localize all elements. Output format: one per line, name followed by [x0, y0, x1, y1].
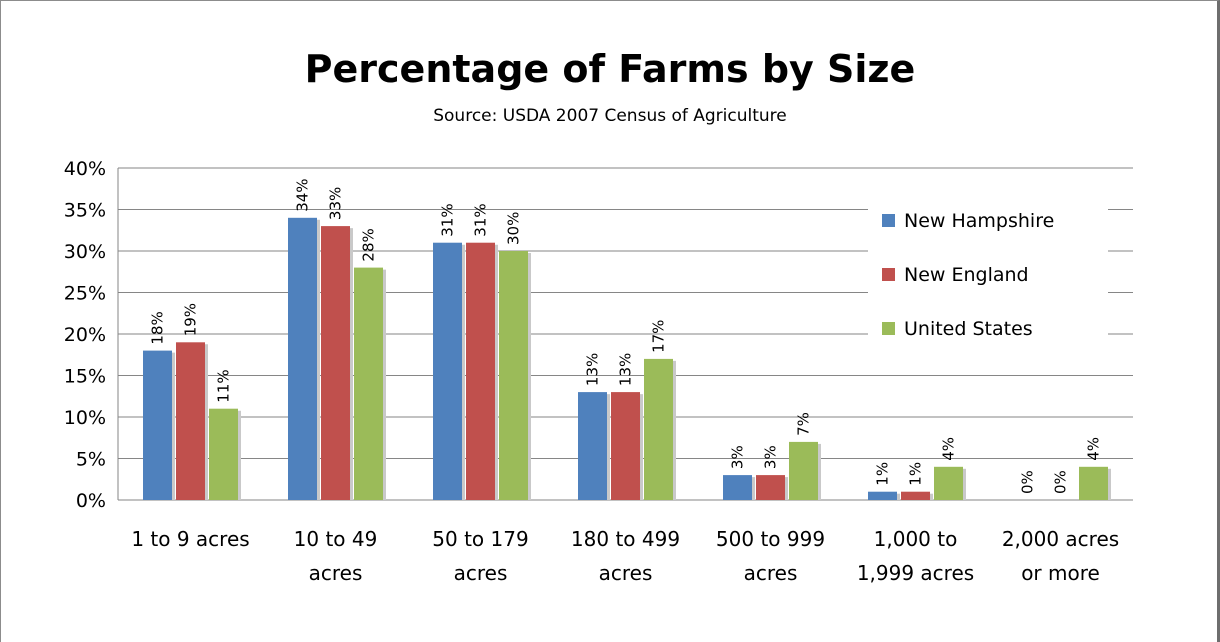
data-label: 31% — [472, 203, 490, 236]
y-tick-label: 30% — [64, 241, 106, 263]
x-tick-label: 50 to 179 — [432, 527, 528, 551]
bar — [611, 392, 640, 500]
bar — [321, 226, 350, 500]
gridlines — [118, 167, 1133, 501]
x-tick-label: 1 to 9 acres — [131, 527, 249, 551]
bar — [578, 392, 607, 500]
x-tick-label: 500 to 999 — [716, 527, 825, 551]
data-label: 18% — [149, 311, 167, 344]
bar — [433, 242, 462, 500]
x-tick-label: 10 to 49 — [294, 527, 378, 551]
bar — [756, 475, 785, 500]
data-label: 28% — [360, 228, 378, 261]
bar — [176, 342, 205, 500]
bar — [901, 491, 930, 500]
y-tick-label: 20% — [64, 324, 106, 346]
data-label: 3% — [762, 445, 780, 469]
x-tick-label: 1,000 to — [874, 527, 958, 551]
data-label: 1% — [874, 462, 892, 486]
bar — [288, 217, 317, 501]
x-tick-label: acres — [744, 561, 798, 585]
legend-swatch — [882, 214, 895, 227]
x-tick-label: acres — [599, 561, 653, 585]
chart-subtitle: Source: USDA 2007 Census of Agriculture — [433, 106, 787, 126]
data-label: 0% — [1019, 470, 1037, 494]
bar — [466, 242, 495, 500]
bar — [1079, 466, 1108, 500]
legend-label: New Hampshire — [904, 210, 1054, 232]
bar — [868, 491, 897, 500]
bar — [934, 466, 963, 500]
x-tick-label: acres — [454, 561, 508, 585]
data-label: 34% — [294, 178, 312, 211]
y-tick-label: 25% — [64, 283, 106, 305]
data-label: 0% — [1052, 470, 1070, 494]
bar — [723, 475, 752, 500]
x-axis: 1 to 9 acres 10 to 49 acres 50 to 179 acres 1… — [131, 527, 1119, 585]
data-label: 17% — [650, 320, 668, 353]
bar — [143, 350, 172, 500]
bar — [354, 267, 383, 500]
y-axis: 0% 5% 10% 15% 20% 25% 30% 35% 40% — [64, 158, 119, 512]
x-tick-label: 2,000 acres — [1002, 527, 1119, 551]
chart-title: Percentage of Farms by Size — [305, 47, 916, 91]
data-label: 13% — [617, 353, 635, 386]
y-tick-label: 5% — [76, 449, 106, 471]
data-label: 11% — [215, 369, 233, 402]
data-label: 4% — [1085, 437, 1103, 461]
data-label: 30% — [505, 212, 523, 245]
data-label: 7% — [795, 412, 813, 436]
bars — [143, 217, 1111, 501]
legend-box — [868, 192, 1108, 352]
y-tick-label: 35% — [64, 200, 106, 222]
data-label: 13% — [584, 353, 602, 386]
y-tick-label: 0% — [76, 490, 106, 512]
bar — [644, 358, 673, 500]
y-tick-label: 15% — [64, 366, 106, 388]
x-tick-label: acres — [309, 561, 363, 585]
bar — [209, 408, 238, 500]
x-tick-label: 1,999 acres — [857, 561, 974, 585]
legend-swatch — [882, 268, 895, 281]
y-tick-label: 10% — [64, 407, 106, 429]
bar — [789, 441, 818, 500]
data-label: 19% — [182, 303, 200, 336]
x-tick-label: 180 to 499 — [571, 527, 680, 551]
data-label: 31% — [439, 203, 457, 236]
data-label: 4% — [940, 437, 958, 461]
legend-label: United States — [904, 318, 1033, 340]
data-label: 33% — [327, 187, 345, 220]
legend-swatch — [882, 322, 895, 335]
legend-label: New England — [904, 264, 1029, 286]
data-label: 3% — [729, 445, 747, 469]
data-label: 1% — [907, 462, 925, 486]
bar — [499, 251, 528, 500]
legend: New Hampshire New England United States — [868, 192, 1108, 352]
y-tick-label: 40% — [64, 158, 106, 180]
data-labels: 18% 34% 31% 13% 3% 1% 0% 19% 33% 31% 13% 3% 1% 0% 11% 2… — [149, 178, 1103, 494]
x-tick-label: or more — [1021, 561, 1100, 585]
